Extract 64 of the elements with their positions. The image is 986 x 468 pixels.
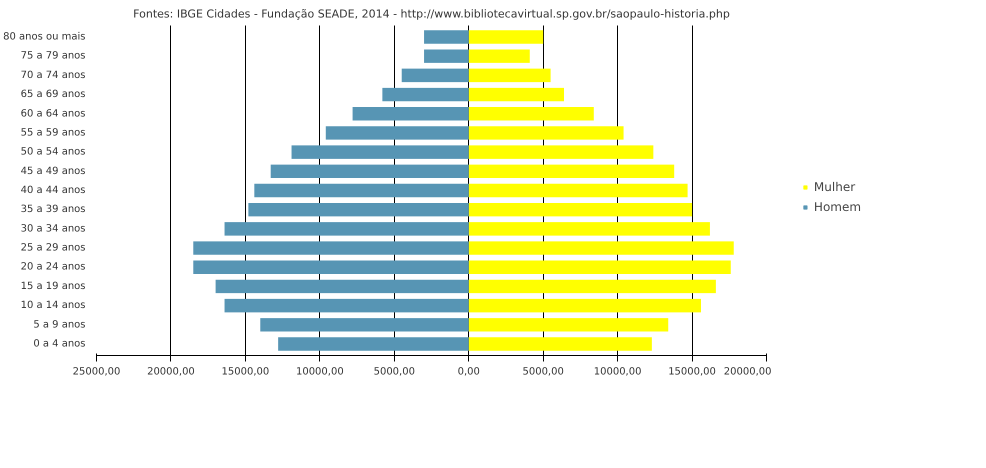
bar bbox=[216, 280, 469, 294]
x-tick-label: 5000,00 bbox=[374, 366, 415, 378]
y-tick-label: 60 a 64 anos bbox=[20, 108, 86, 120]
bar bbox=[468, 49, 530, 63]
bar bbox=[292, 145, 469, 159]
y-tick-label: 65 a 69 anos bbox=[20, 89, 86, 100]
bar bbox=[468, 88, 564, 102]
bar bbox=[193, 241, 469, 255]
bar bbox=[468, 164, 674, 178]
bar bbox=[468, 337, 652, 351]
bar bbox=[468, 68, 551, 82]
text: Fontes: IBGE Cidades - Fundação SEADE, 2014 - http://www.bibliotecavirtual.sp.gov.br/saopaulo-historia.php bbox=[133, 8, 730, 20]
bar bbox=[278, 337, 469, 351]
bar bbox=[468, 184, 688, 198]
bar bbox=[468, 107, 594, 120]
bar bbox=[468, 241, 734, 255]
bar bbox=[193, 260, 469, 274]
bar bbox=[468, 222, 710, 236]
x-tick-label: 15000,00 bbox=[222, 366, 270, 378]
y-tick-label: 45 a 49 anos bbox=[20, 166, 86, 177]
y-tick-label: 5 a 9 anos bbox=[33, 319, 86, 330]
y-tick-label: 15 a 19 anos bbox=[20, 280, 86, 292]
x-tick-label: 15000,00 bbox=[668, 366, 716, 378]
x-tick-label: 25000,00 bbox=[72, 366, 120, 378]
bar bbox=[468, 30, 544, 44]
bar bbox=[352, 107, 469, 120]
bar bbox=[326, 126, 469, 140]
bar bbox=[224, 298, 469, 312]
legend-label: Homem bbox=[814, 200, 862, 214]
bar bbox=[468, 318, 668, 332]
bar bbox=[224, 222, 469, 236]
y-tick-label: 10 a 14 anos bbox=[20, 300, 86, 312]
bar bbox=[424, 30, 469, 44]
legend-label: Mulher bbox=[814, 180, 856, 194]
bar bbox=[402, 68, 469, 82]
y-tick-label: 75 a 79 anos bbox=[20, 50, 86, 62]
bar bbox=[424, 49, 469, 63]
bar bbox=[468, 126, 624, 140]
y-tick-label: 0 a 4 anos bbox=[33, 338, 86, 350]
bar bbox=[248, 202, 469, 216]
y-tick-label: 70 a 74 anos bbox=[20, 70, 86, 81]
y-tick-label: 35 a 39 anos bbox=[20, 204, 86, 216]
bar bbox=[254, 184, 469, 198]
x-tick-label: 20000,00 bbox=[724, 366, 772, 378]
x-tick-label: 10000,00 bbox=[296, 366, 344, 378]
bar bbox=[468, 260, 731, 274]
x-tick-label: 5000,00 bbox=[522, 366, 564, 378]
bar bbox=[468, 145, 654, 159]
bar bbox=[468, 202, 692, 216]
bar bbox=[270, 164, 469, 178]
x-tick-label: 20000,00 bbox=[147, 366, 195, 378]
y-tick-label: 55 a 59 anos bbox=[20, 127, 86, 138]
y-tick-label: 80 anos ou mais bbox=[3, 32, 86, 43]
x-tick-label: 0,00 bbox=[458, 366, 480, 378]
y-tick-label: 30 a 34 anos bbox=[20, 223, 86, 234]
y-tick-label: 25 a 29 anos bbox=[20, 242, 86, 254]
bar bbox=[468, 280, 716, 294]
bar bbox=[382, 88, 469, 102]
bar bbox=[260, 318, 469, 332]
y-tick-label: 40 a 44 anos bbox=[20, 185, 86, 196]
bar bbox=[468, 298, 701, 312]
y-tick-label: 20 a 24 anos bbox=[20, 262, 86, 273]
x-tick-label: 10000,00 bbox=[594, 366, 642, 378]
y-tick-label: 50 a 54 anos bbox=[20, 146, 86, 158]
